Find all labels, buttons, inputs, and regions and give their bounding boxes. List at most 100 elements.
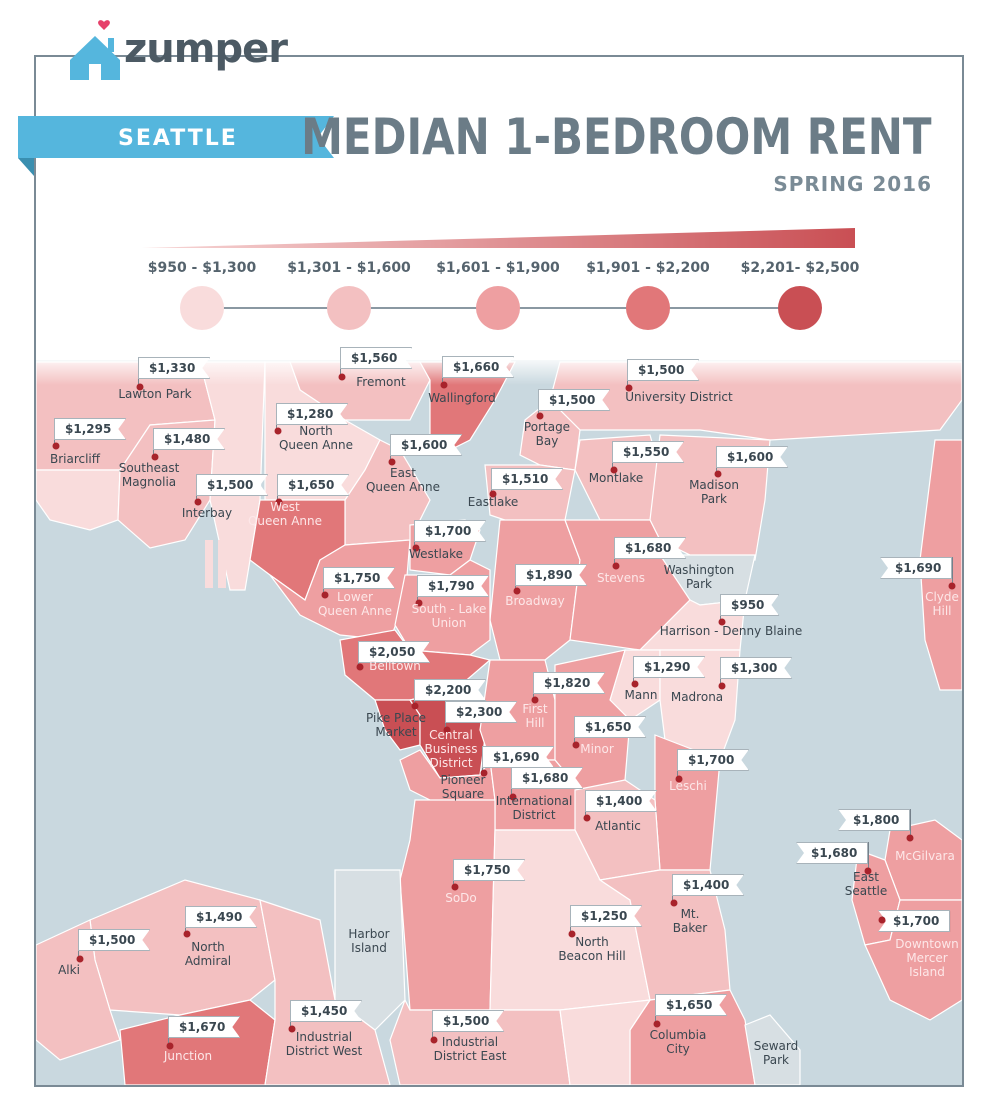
price-tag-south-lake-union: $1,790 [417, 575, 489, 597]
ribbon-shape [18, 116, 334, 176]
price-tag-eastlake: $1,510 [491, 468, 563, 490]
price-tag-university-district: $1,500 [627, 359, 699, 381]
price-tag-madison-park: $1,600 [716, 446, 788, 468]
location-pin-icon [166, 1042, 174, 1050]
price-tag-columbia-city: $1,650 [655, 994, 727, 1016]
neighborhood-label-alki: Alki [58, 963, 80, 977]
neighborhood-label-west-queen-anne: West Queen Anne [247, 500, 323, 528]
price-tag-harrison-denny-blaine: $950 [720, 594, 779, 616]
location-pin-icon [489, 490, 497, 498]
location-pin-icon [513, 587, 521, 595]
price-tag-southeast-magnolia: $1,480 [153, 428, 225, 450]
location-pin-icon [864, 867, 872, 875]
location-pin-icon [572, 741, 580, 749]
location-pin-icon [610, 466, 618, 474]
neighborhood-label-columbia-city: Columbia City [649, 1028, 707, 1056]
location-pin-icon [356, 663, 364, 671]
neighborhood-label-north-queen-anne: North Queen Anne [278, 424, 354, 452]
area-harbor-island [334, 869, 406, 1031]
price-tag-mcgilvara: $1,800 [838, 809, 911, 831]
location-pin-icon [430, 1036, 438, 1044]
neighborhood-label-north-admiral: North Admiral [184, 940, 232, 968]
price-tag-westlake: $1,700 [414, 520, 486, 542]
price-tag-clyde-hill: $1,690 [880, 557, 953, 579]
location-pin-icon [612, 562, 620, 570]
price-tag-industrial-district-west: $1,450 [290, 1000, 362, 1022]
neighborhood-label-interbay: Interbay [181, 506, 233, 520]
location-pin-icon [948, 582, 956, 590]
location-pin-icon [878, 916, 886, 924]
neighborhood-label-eastlake: Eastlake [467, 495, 519, 509]
location-pin-icon [583, 814, 591, 822]
price-tag-east-queen-anne: $1,600 [390, 434, 462, 456]
price-tag-madrona: $1,300 [720, 657, 792, 679]
location-pin-icon [194, 498, 202, 506]
price-tag-pike-place-market: $2,200 [414, 679, 486, 701]
neighborhood-label-lawton-park: Lawton Park [118, 387, 192, 401]
legend-dot-4 [626, 286, 670, 330]
price-tag-mt-baker: $1,400 [672, 874, 744, 896]
neighborhood-label-southeast-magnolia: Southeast Magnolia [118, 461, 180, 489]
location-pin-icon [338, 373, 346, 381]
neighborhood-label-wallingford: Wallingford [428, 391, 496, 405]
neighborhood-label-harbor-island: Harbor Island [348, 927, 390, 955]
location-pin-icon [675, 775, 683, 783]
neighborhood-label-east-seattle: East Seattle [844, 870, 888, 898]
legend-dot-1 [180, 286, 224, 330]
location-pin-icon [568, 930, 576, 938]
location-pin-icon [536, 412, 544, 420]
location-pin-icon [412, 544, 420, 552]
price-tag-west-queen-anne: $1,650 [277, 474, 349, 496]
price-tag-sodo: $1,750 [453, 859, 525, 881]
neighborhood-label-east-queen-anne: East Queen Anne [365, 466, 441, 494]
location-pin-icon [718, 618, 726, 626]
price-tag-north-queen-anne: $1,280 [276, 403, 348, 425]
neighborhood-label-downtown-mercer-island: Downtown Mercer Island [895, 937, 959, 979]
location-pin-icon [440, 381, 448, 389]
location-pin-icon [451, 883, 459, 891]
legend-label-2: $1,301 - $1,600 [287, 260, 411, 276]
area-industrial-west [259, 899, 391, 1085]
location-pin-icon [151, 453, 159, 461]
location-pin-icon [443, 726, 451, 734]
price-tag-pioneer-square: $1,690 [482, 746, 554, 768]
neighborhood-label-atlantic: Atlantic [595, 819, 641, 833]
location-pin-icon [415, 599, 423, 607]
neighborhood-label-montlake: Montlake [588, 471, 644, 485]
page-title: MEDIAN 1-BEDROOM RENT [301, 108, 932, 166]
location-pin-icon [718, 682, 726, 690]
neighborhood-label-fremont: Fremont [356, 375, 406, 389]
price-tag-portage-bay: $1,500 [538, 389, 610, 411]
neighborhood-label-westlake: Westlake [408, 547, 464, 561]
neighborhood-label-pike-place-market: Pike Place Market [366, 711, 426, 739]
price-tag-north-beacon-hill: $1,250 [570, 905, 642, 927]
neighborhood-label-portage-bay: Portage Bay [523, 420, 571, 448]
pin-stem-mcgilvara [910, 809, 911, 838]
location-pin-icon [52, 442, 60, 450]
neighborhood-label-belltown: Belltown [369, 659, 421, 673]
location-pin-icon [76, 955, 84, 963]
neighborhood-label-minor: Minor [580, 742, 614, 756]
page-subtitle: SPRING 2016 [773, 172, 932, 196]
legend-gradient-bar [142, 228, 855, 248]
location-pin-icon [183, 930, 191, 938]
price-tag-central-business-district: $2,300 [445, 701, 517, 723]
area-beacon-south [559, 999, 652, 1085]
location-pin-icon [388, 458, 396, 466]
neighborhood-label-university-district: University District [625, 390, 733, 404]
neighborhood-label-international-district: International District [495, 794, 573, 822]
price-tag-north-admiral: $1,490 [185, 906, 257, 928]
area-broadway [489, 519, 581, 661]
location-pin-icon [321, 591, 329, 599]
neighborhood-label-sodo: SoDo [445, 891, 477, 905]
location-pin-icon [275, 498, 283, 506]
location-pin-icon [274, 427, 282, 435]
price-tag-broadway: $1,890 [515, 564, 587, 586]
pin-stem-clyde-hill [952, 557, 953, 586]
legend-label-5: $2,201- $2,500 [740, 260, 860, 276]
location-pin-icon [509, 793, 517, 801]
neighborhood-label-madrona: Madrona [670, 690, 724, 704]
neighborhood-label-mt-baker: Mt. Baker [672, 907, 708, 935]
neighborhood-label-central-business-district: Central Business District [424, 728, 478, 770]
